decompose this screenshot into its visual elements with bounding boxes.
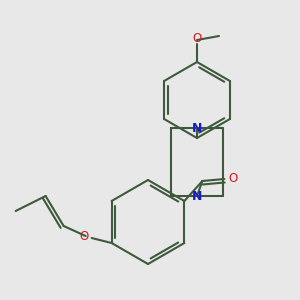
Text: N: N	[192, 190, 202, 202]
Text: O: O	[192, 32, 202, 44]
Text: O: O	[229, 172, 238, 185]
Text: N: N	[192, 122, 202, 134]
Text: O: O	[79, 230, 88, 244]
